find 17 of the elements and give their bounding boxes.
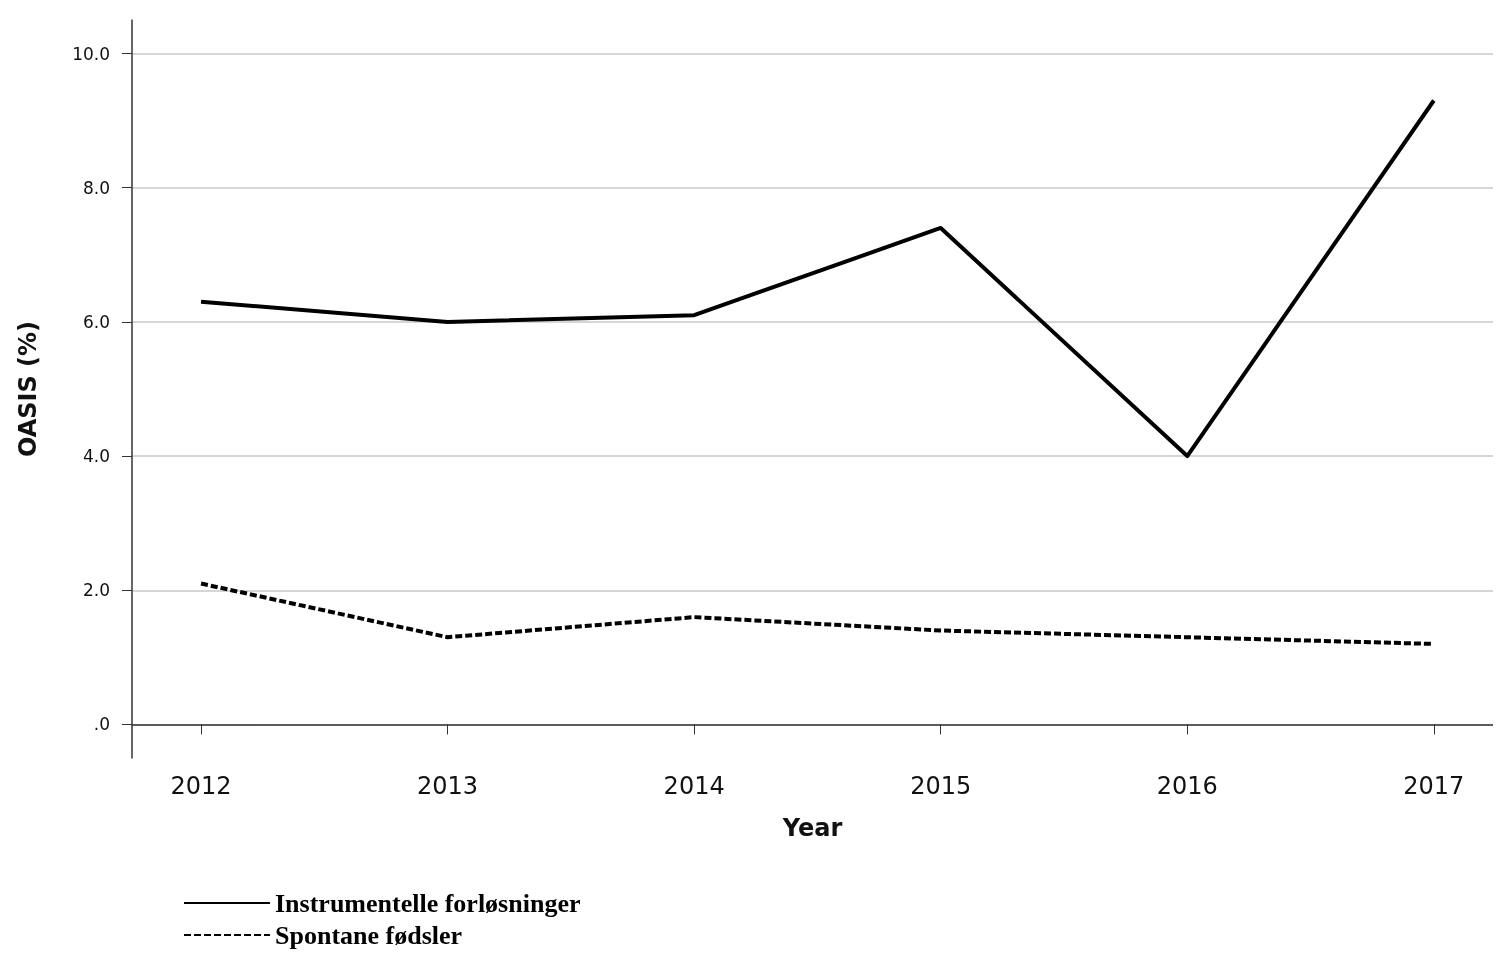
x-tick-label: 2012 [170, 772, 232, 800]
x-tick-label: 2014 [663, 772, 725, 800]
y-tick-label: .0 [93, 714, 110, 735]
y-tick-label: 10.0 [72, 43, 110, 64]
legend-label: Instrumentelle forløsninger [275, 888, 581, 918]
y-tick-label: 8.0 [82, 177, 110, 198]
y-tick-label: 4.0 [82, 446, 110, 467]
x-tick-label: 2016 [1156, 772, 1218, 800]
y-axis-title: OASIS (%) [14, 320, 42, 458]
x-tick-label: 2017 [1403, 772, 1465, 800]
y-tick-label: 6.0 [82, 311, 110, 332]
legend-label: Spontane fødsler [275, 920, 463, 950]
x-tick-label: 2013 [417, 772, 479, 800]
y-tick-label: 2.0 [82, 580, 110, 601]
x-axis-title: Year [781, 814, 843, 842]
x-tick-label: 2015 [910, 772, 972, 800]
line-series [199, 98, 1436, 459]
